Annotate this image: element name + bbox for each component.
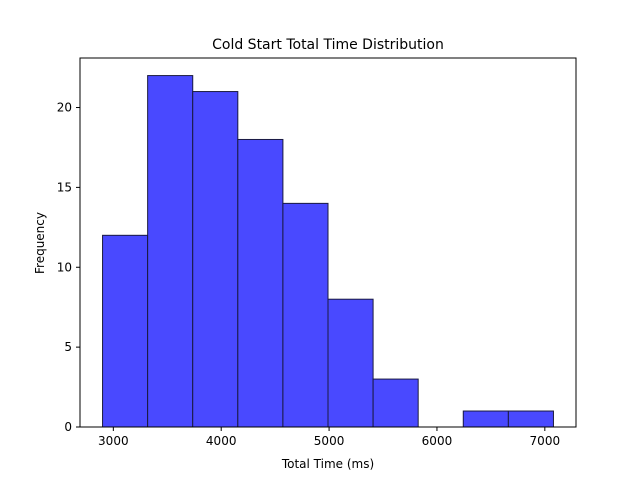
histogram-bar [327,298,374,428]
x-tick-label: 4000 [206,434,237,448]
x-tick-label: 5000 [314,434,345,448]
histogram-bar [282,202,329,428]
histogram-bar [507,410,554,428]
y-axis-label: Frequency [33,212,47,274]
histogram-bar [147,75,194,428]
histogram-bar [102,234,149,428]
x-tick-label: 7000 [530,434,561,448]
x-tick-label: 6000 [422,434,453,448]
y-tick-label: 15 [57,180,72,194]
x-axis-ticks: 3000 4000 5000 6000 7000 [98,427,560,448]
histogram-bar [237,138,284,428]
y-tick-label: 0 [64,420,72,434]
plot-frame [79,57,577,428]
histogram-bar [192,91,239,428]
x-tick-label: 3000 [98,434,129,448]
y-axis-ticks: 0 5 10 15 20 [57,101,80,434]
y-tick-label: 10 [57,260,72,274]
y-tick-label: 20 [57,101,72,115]
y-tick-label: 5 [64,340,72,354]
chart-title: Cold Start Total Time Distribution [212,37,444,53]
histogram-bar [372,378,419,428]
x-axis-label: Total Time (ms) [281,457,374,471]
histogram-bar [462,410,509,428]
bars-group [102,75,554,428]
